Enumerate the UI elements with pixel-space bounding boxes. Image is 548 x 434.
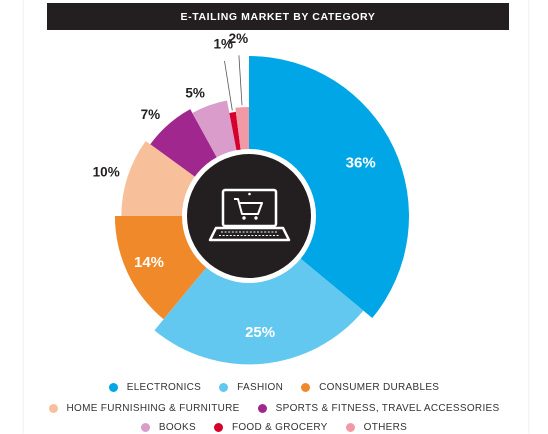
legend-item-sports-fitness: SPORTS & FITNESS, TRAVEL ACCESSORIES bbox=[257, 403, 500, 414]
legend-swatch bbox=[345, 423, 355, 432]
legend-swatch bbox=[301, 383, 311, 392]
legend-item-others: OTHERS bbox=[345, 422, 408, 433]
legend-label: SPORTS & FITNESS, TRAVEL ACCESSORIES bbox=[275, 403, 500, 414]
slice-fashion bbox=[154, 216, 364, 365]
legend-item-books: BOOKS bbox=[140, 422, 196, 433]
data-label: 10% bbox=[93, 164, 120, 179]
legend-swatch bbox=[108, 383, 118, 392]
chart-title: E-TAILING MARKET BY CATEGORY bbox=[47, 3, 509, 30]
data-label: 1% bbox=[213, 37, 233, 52]
slice-labels: 36% 25% 14% 10% 7% 5% 1%2% bbox=[93, 31, 376, 341]
data-label: 7% bbox=[141, 107, 161, 122]
legend-label: FASHION bbox=[237, 382, 284, 393]
legend-row: ELECTRONICS FASHION CONSUMER DURABLES bbox=[0, 382, 548, 393]
legend-label: CONSUMER DURABLES bbox=[319, 382, 440, 393]
leader-line bbox=[238, 55, 243, 106]
legend-item-food-grocery: FOOD & GROCERY bbox=[213, 422, 328, 433]
legend-label: HOME FURNISHING & FURNITURE bbox=[66, 403, 240, 414]
slice-electronics bbox=[249, 56, 409, 318]
data-label: 2% bbox=[229, 31, 249, 46]
data-label: 5% bbox=[185, 86, 205, 101]
legend-item-electronics: ELECTRONICS bbox=[108, 382, 202, 393]
legend-swatch bbox=[257, 404, 267, 413]
legend-label: FOOD & GROCERY bbox=[231, 422, 328, 433]
leader-line bbox=[224, 60, 233, 111]
data-label: 25% bbox=[245, 324, 275, 341]
legend-label: BOOKS bbox=[158, 422, 196, 433]
legend-row: HOME FURNISHING & FURNITURE SPORTS & FIT… bbox=[0, 403, 548, 414]
legend-item-consumer-durables: CONSUMER DURABLES bbox=[301, 382, 439, 393]
legend-row: BOOKS FOOD & GROCERY OTHERS bbox=[0, 422, 548, 433]
legend-label: ELECTRONICS bbox=[126, 382, 202, 393]
legend-swatch bbox=[219, 383, 229, 392]
leader-lines bbox=[224, 55, 243, 111]
data-label: 14% bbox=[134, 254, 164, 271]
legend-swatch bbox=[140, 423, 150, 432]
data-label: 36% bbox=[346, 154, 376, 171]
legend-item-home-furnishing: HOME FURNISHING & FURNITURE bbox=[48, 403, 240, 414]
laptop-cart-icon bbox=[182, 149, 316, 283]
legend-label: OTHERS bbox=[363, 422, 408, 433]
legend-swatch bbox=[213, 423, 223, 432]
legend-item-fashion: FASHION bbox=[219, 382, 283, 393]
legend-swatch bbox=[48, 404, 58, 413]
